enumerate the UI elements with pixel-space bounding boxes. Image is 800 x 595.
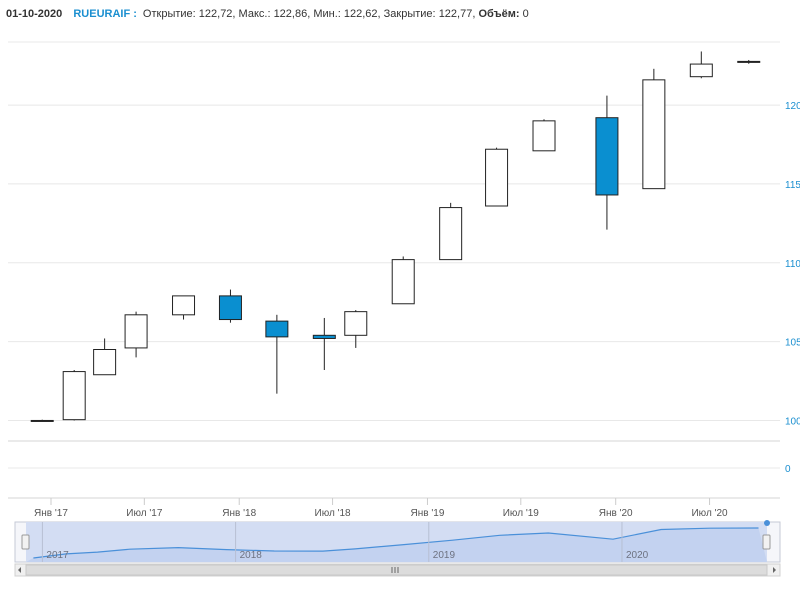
- x-tick-label: Янв '20: [599, 508, 633, 519]
- candle[interactable]: [172, 295, 196, 320]
- candle[interactable]: [391, 256, 415, 305]
- navigator-right-handle[interactable]: [762, 534, 771, 550]
- candle[interactable]: [124, 311, 148, 358]
- x-tick-label: Янв '19: [411, 508, 445, 519]
- candle[interactable]: [265, 314, 289, 394]
- candle[interactable]: [532, 119, 556, 152]
- candle-body: [737, 60, 761, 63]
- candle-body: [30, 419, 54, 422]
- candle[interactable]: [93, 338, 117, 376]
- scrollbar-thumb[interactable]: [25, 564, 768, 576]
- close-value: 122,77,: [438, 8, 476, 20]
- candle-body: [595, 117, 619, 196]
- navigator-endpoint: [764, 520, 770, 526]
- x-tick-label: Июл '17: [126, 508, 163, 519]
- candle[interactable]: [62, 370, 86, 421]
- volume-tick-label: 0: [785, 464, 791, 475]
- navigator-line: [33, 527, 759, 559]
- candle[interactable]: [30, 419, 54, 422]
- header-separator: :: [133, 8, 137, 20]
- navigator-year-label: 2019: [433, 550, 456, 561]
- x-tick-label: Июл '19: [503, 508, 540, 519]
- x-tick-label: Янв '18: [222, 508, 256, 519]
- candle[interactable]: [218, 289, 242, 323]
- x-tick-label: Июл '20: [691, 508, 728, 519]
- open-label: Открытие:: [142, 8, 196, 20]
- candle-body: [218, 295, 242, 321]
- navigator-left-handle[interactable]: [21, 534, 30, 550]
- navigator-year-label: 2018: [240, 550, 263, 561]
- y-tick-label: 105: [785, 338, 800, 349]
- candle[interactable]: [344, 310, 368, 348]
- x-axis: Янв '17 Июл '17 Янв '18 Июл '18 Янв '19 Июл '…: [34, 498, 728, 519]
- candle-body: [124, 314, 148, 349]
- candle-body: [391, 259, 415, 305]
- y-tick-label: 115: [785, 180, 800, 191]
- high-value: 122,86,: [273, 8, 311, 20]
- candle[interactable]: [737, 59, 761, 64]
- candle-body: [344, 311, 368, 336]
- header-date: 01-10-2020: [6, 8, 63, 20]
- low-label: Мин.:: [313, 8, 341, 20]
- candle-body: [485, 148, 509, 207]
- high-label: Макс.:: [238, 8, 271, 20]
- low-value: 122,62,: [343, 8, 381, 20]
- header-ticker: RUEURAIF: [73, 8, 131, 20]
- scrollbar-right-arrow-icon[interactable]: [773, 567, 776, 573]
- y-tick-label: 120: [785, 101, 800, 112]
- candle-body: [312, 334, 336, 339]
- candle-body: [62, 371, 86, 421]
- candle-body: [532, 120, 556, 152]
- candle-body: [642, 79, 666, 190]
- volume-value: 0: [522, 8, 529, 20]
- candle[interactable]: [312, 317, 336, 370]
- candle-body: [172, 295, 196, 316]
- x-tick-label: Янв '17: [34, 508, 68, 519]
- navigator-year-label: 2020: [626, 550, 649, 561]
- candle[interactable]: [595, 95, 619, 230]
- candle[interactable]: [439, 202, 463, 261]
- candle[interactable]: [642, 68, 666, 190]
- candles: [30, 51, 761, 422]
- candle-body: [93, 349, 117, 376]
- candle-body: [439, 207, 463, 261]
- scrollbar-left-arrow-icon[interactable]: [18, 567, 21, 573]
- close-label: Закрытие:: [383, 8, 436, 20]
- navigator[interactable]: 2017 2018 2019 2020: [14, 520, 781, 577]
- candle[interactable]: [485, 147, 509, 207]
- x-tick-label: Июл '18: [315, 508, 352, 519]
- chart-header: 01-10-2020 RUEURAIF: Открытие: 122,72, М…: [6, 8, 529, 20]
- volume-label: Объём:: [478, 8, 520, 20]
- candle-body: [689, 63, 713, 78]
- open-value: 122,72,: [198, 8, 236, 20]
- y-tick-label: 110: [785, 259, 800, 270]
- candle[interactable]: [689, 51, 713, 79]
- y-axis: 100 105 110 115 120: [785, 101, 800, 427]
- volume-pane: 0: [8, 440, 791, 499]
- y-tick-label: 100: [785, 416, 800, 427]
- candle-body: [265, 320, 289, 338]
- navigator-year-label: 2017: [46, 550, 69, 561]
